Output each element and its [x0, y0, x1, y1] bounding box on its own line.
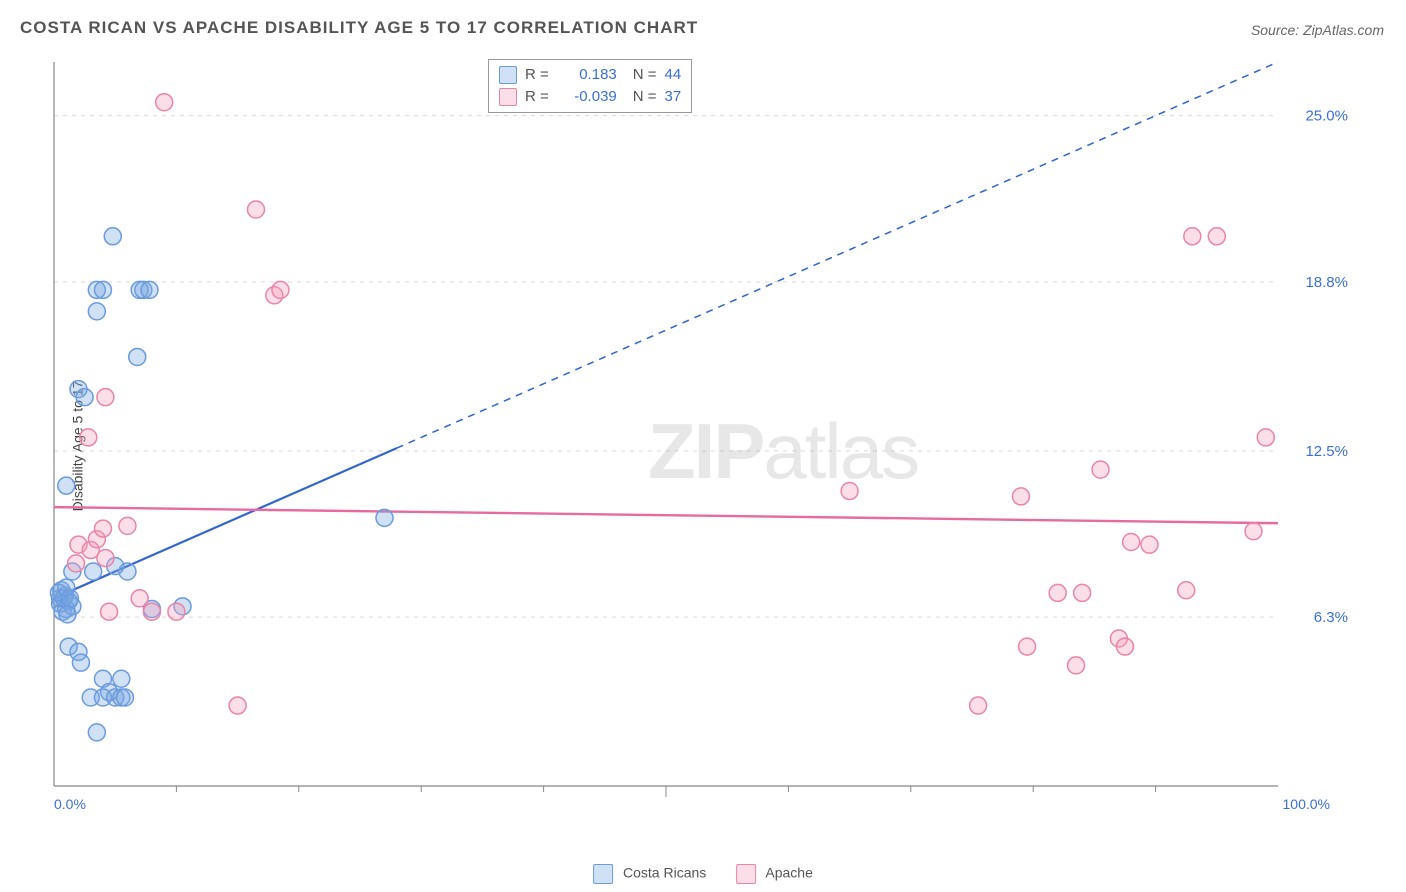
scatter-plot-svg: 6.3% 12.5% 18.8% 25.0% — [48, 56, 1358, 816]
legend-item-apache: Apache — [736, 864, 813, 884]
x-axis-max-label: 100.0% — [1283, 796, 1330, 812]
plot-area: 6.3%12.5%18.8%25.0% ZIPatlas R =0.183N =… — [48, 56, 1358, 816]
svg-text:25.0%: 25.0% — [1305, 108, 1348, 125]
svg-text:18.8%: 18.8% — [1305, 274, 1348, 291]
chart-title: COSTA RICAN VS APACHE DISABILITY AGE 5 T… — [20, 18, 698, 38]
svg-text:12.5%: 12.5% — [1305, 443, 1348, 460]
source-label: Source: ZipAtlas.com — [1251, 22, 1384, 38]
bottom-legend: Costa Ricans Apache — [593, 864, 813, 884]
legend-label: Apache — [765, 865, 812, 881]
legend-swatch-icon — [736, 864, 756, 884]
legend-swatch-icon — [593, 864, 613, 884]
stats-row: R =0.183N =44 — [499, 64, 681, 86]
legend-item-costa-ricans: Costa Ricans — [593, 864, 706, 884]
x-axis-min-label: 0.0% — [54, 796, 86, 812]
stats-box: R =0.183N =44R =-0.039N =37 — [488, 59, 692, 113]
svg-text:6.3%: 6.3% — [1314, 609, 1348, 626]
stats-swatch-icon — [499, 66, 517, 84]
stats-swatch-icon — [499, 88, 517, 106]
stats-row: R =-0.039N =37 — [499, 86, 681, 108]
legend-label: Costa Ricans — [623, 865, 706, 881]
